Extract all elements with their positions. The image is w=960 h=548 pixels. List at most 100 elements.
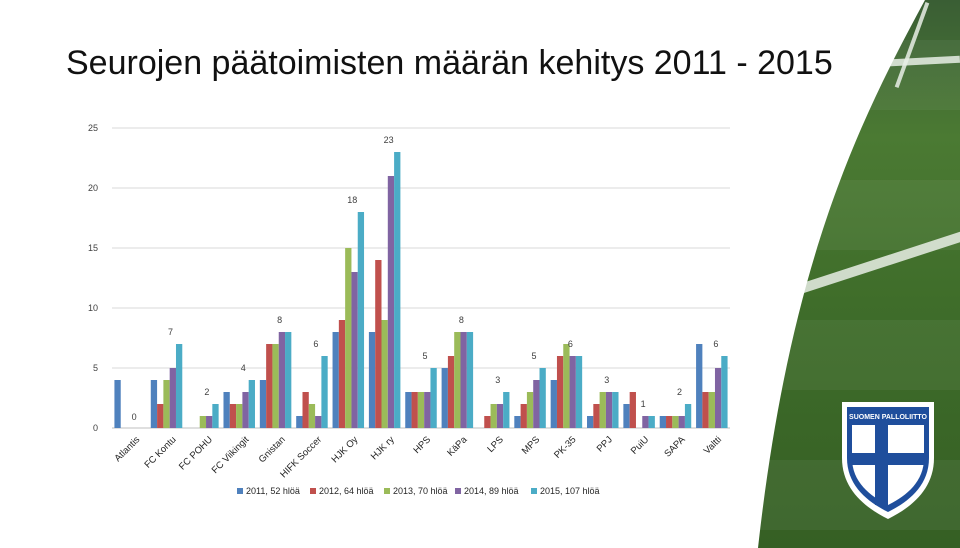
bar-fc-kontu-0 (150, 380, 158, 428)
bar-fc-viikingit-1 (229, 404, 237, 428)
bar-fc-pohu-2 (199, 416, 207, 428)
y-tick-label: 0 (93, 423, 98, 433)
bar-puiu-1 (629, 392, 636, 428)
data-label: 6 (713, 339, 718, 349)
bar-lps-1 (484, 416, 491, 428)
data-label: 6 (313, 339, 318, 349)
bar-mps-1 (520, 404, 527, 428)
bar-sapa-4 (684, 404, 692, 428)
bar-pk-35-1 (556, 356, 564, 428)
bar-sapa-1 (666, 416, 673, 428)
bar-hjk-ry-1 (375, 260, 382, 428)
bar-puiu-0 (623, 404, 630, 428)
bar-gnistan-1 (266, 344, 273, 428)
bar-gnistan-4 (285, 332, 292, 428)
data-label: 5 (532, 351, 537, 361)
bar-sapa-0 (659, 416, 667, 428)
x-tick-label: Gnistan (257, 434, 288, 465)
legend-swatch (455, 488, 461, 494)
bar-valtti-2 (708, 392, 715, 428)
legend-label: 2015, 107 hlöä (540, 486, 600, 496)
y-tick-label: 25 (88, 123, 98, 133)
bar-fc-kontu-2 (163, 380, 170, 428)
x-tick-label: HPS (412, 434, 434, 456)
bar-valtti-4 (721, 356, 728, 428)
bar-sapa-3 (678, 416, 685, 428)
bar-hps-3 (424, 392, 431, 428)
bar-hjk-oy-3 (351, 272, 358, 428)
bar-hjk-ry-2 (381, 320, 388, 428)
x-tick-label: SAPA (662, 434, 688, 460)
legend-label: 2014, 89 hlöä (464, 486, 519, 496)
bar-fc-viikingit-3 (242, 392, 249, 428)
bar-ppj-0 (587, 416, 594, 428)
bar-hjk-oy-4 (357, 212, 365, 428)
bar-mps-2 (526, 392, 534, 428)
bar-gnistan-0 (259, 380, 267, 428)
legend-label: 2013, 70 hlöä (393, 486, 448, 496)
legend-swatch (531, 488, 537, 494)
bar-hjk-ry-0 (368, 332, 376, 428)
bar-hifk-soccer-1 (302, 392, 309, 428)
data-label: 4 (241, 363, 246, 373)
bar-gnistan-2 (272, 344, 279, 428)
bar-hjk-oy-1 (338, 320, 346, 428)
bar-sapa-2 (672, 416, 679, 428)
y-tick-label: 10 (88, 303, 98, 313)
legend-swatch (310, 488, 316, 494)
data-label: 2 (204, 387, 209, 397)
x-tick-label: PPJ (595, 434, 615, 454)
bar-mps-4 (539, 368, 546, 428)
data-label: 0 (132, 412, 137, 422)
data-label: 5 (422, 351, 427, 361)
bar-k-pa-0 (441, 368, 448, 428)
x-tick-label: FC POHU (177, 434, 215, 472)
x-tick-label: Atlantis (112, 434, 142, 464)
x-tick-label: MPS (520, 434, 542, 456)
bar-hifk-soccer-2 (308, 404, 316, 428)
x-tick-label: FC Viikingit (210, 434, 252, 476)
x-tick-label: HJK Oy (329, 434, 360, 465)
x-tick-label: FC Kontu (142, 434, 178, 470)
data-label: 6 (568, 339, 573, 349)
bar-hps-2 (417, 392, 425, 428)
bar-mps-3 (533, 380, 540, 428)
bar-valtti-0 (696, 344, 703, 428)
bar-hifk-soccer-3 (315, 416, 322, 428)
y-tick-label: 15 (88, 243, 98, 253)
bar-atlantis-0 (114, 380, 121, 428)
bar-ppj-2 (599, 392, 606, 428)
x-tick-label: LPS (485, 434, 505, 454)
bar-lps-2 (490, 404, 497, 428)
suomen-palloliitto-logo: SUOMEN PALLOLIITTO (842, 402, 934, 519)
bar-puiu-3 (642, 416, 649, 428)
data-label: 8 (459, 315, 464, 325)
bar-fc-kontu-4 (175, 344, 183, 428)
bar-puiu-4 (648, 416, 655, 428)
data-label: 3 (495, 375, 500, 385)
bar-lps-3 (496, 404, 504, 428)
bar-lps-4 (503, 392, 510, 428)
legend-label: 2012, 64 hlöä (319, 486, 374, 496)
bar-ppj-1 (593, 404, 600, 428)
data-label: 8 (277, 315, 282, 325)
bar-hjk-ry-3 (387, 176, 395, 428)
bar-hjk-oy-0 (332, 332, 339, 428)
bar-hps-4 (430, 368, 437, 428)
data-label: 18 (347, 195, 357, 205)
page-title: Seurojen päätoimisten määrän kehitys 201… (66, 44, 833, 82)
bar-ppj-4 (612, 392, 619, 428)
legend-swatch (237, 488, 243, 494)
data-label: 23 (384, 135, 394, 145)
bar-hifk-soccer-4 (321, 356, 328, 428)
bar-k-pa-1 (447, 356, 455, 428)
bar-ppj-3 (605, 392, 613, 428)
logo-text: SUOMEN PALLOLIITTO (849, 414, 927, 421)
bar-fc-pohu-4 (212, 404, 219, 428)
bar-fc-viikingit-0 (223, 392, 230, 428)
bar-hps-0 (405, 392, 412, 428)
bar-hjk-ry-4 (394, 152, 401, 428)
bar-pk-35-0 (550, 380, 557, 428)
bar-fc-viikingit-2 (236, 404, 243, 428)
